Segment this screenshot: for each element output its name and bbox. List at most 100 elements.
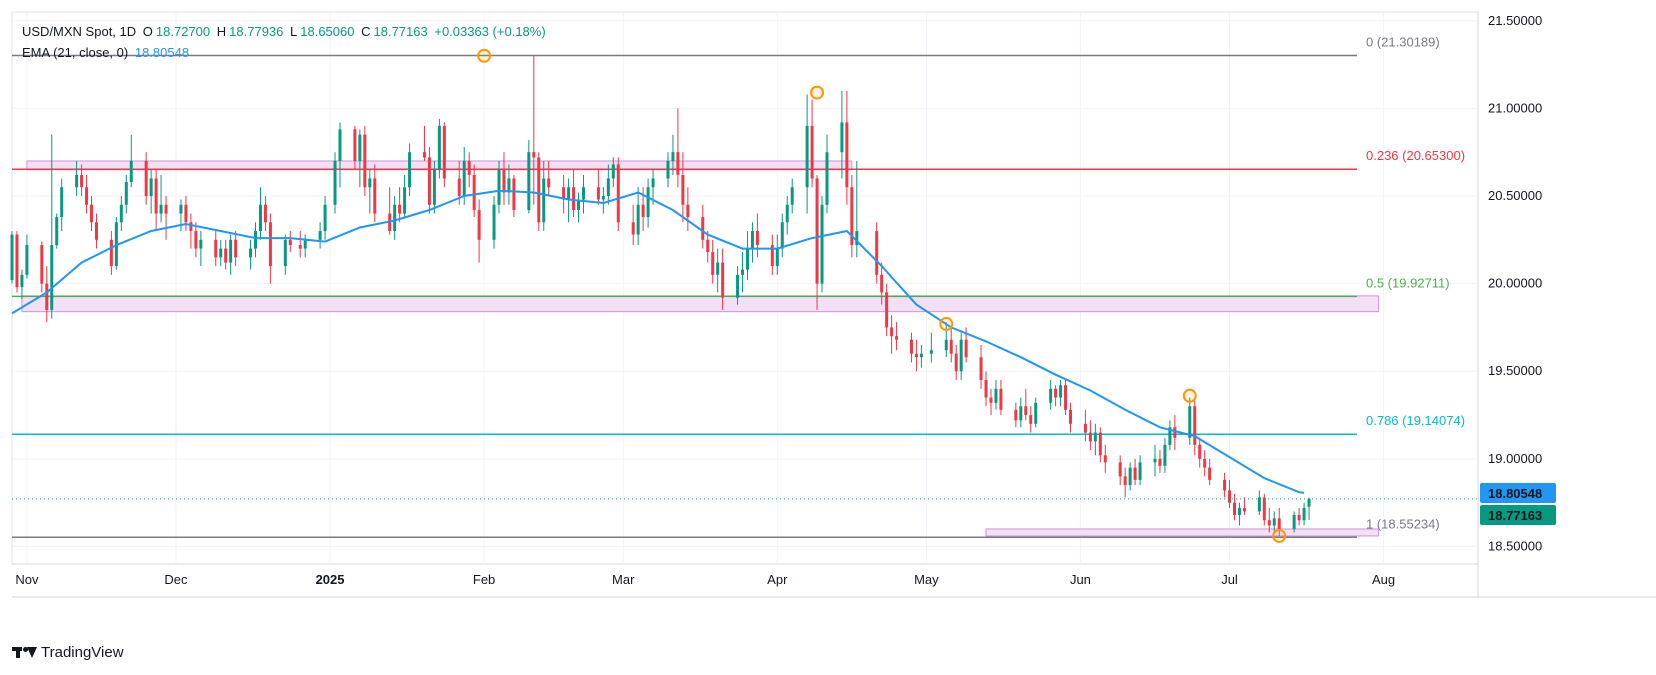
zones: [21, 160, 1380, 537]
candle-body: [45, 283, 49, 310]
y-tick-label: 21.50000: [1488, 13, 1542, 28]
fib-label: 0.236 (20.65300): [1366, 148, 1465, 163]
open-label: O: [142, 24, 153, 39]
price-tag-box: [1480, 504, 1556, 525]
candle-body: [542, 178, 546, 223]
candle-body: [567, 187, 571, 200]
candle-body: [507, 178, 511, 193]
candle-body: [1267, 520, 1271, 526]
candle-body: [1138, 462, 1142, 480]
y-tick-label: 20.50000: [1488, 188, 1542, 203]
candle-body: [636, 204, 640, 235]
candle-body: [60, 187, 64, 218]
candle-body: [298, 245, 302, 249]
x-tick-label: Apr: [767, 572, 788, 587]
ema-legend[interactable]: EMA (21, close, 0) 18.80548: [22, 45, 192, 60]
x-tick-label: Jul: [1221, 572, 1238, 587]
candle-body: [1019, 406, 1023, 421]
candle-body: [875, 231, 879, 275]
candle-body: [368, 178, 372, 188]
candle-body: [1158, 458, 1162, 466]
candle-body: [154, 178, 158, 214]
candle-body: [229, 239, 233, 263]
candle-body: [502, 169, 506, 193]
candle-body: [403, 187, 407, 214]
swing-marker: [1272, 528, 1287, 543]
candle-body: [721, 262, 725, 298]
tradingview-brand[interactable]: TradingView: [12, 644, 124, 661]
swing-marker: [1182, 388, 1197, 403]
candle-body: [268, 222, 272, 267]
candle-body: [989, 397, 993, 403]
swing-marker: [939, 316, 954, 331]
candle-body: [40, 245, 44, 284]
candle-body: [164, 204, 168, 214]
candle-body: [10, 234, 14, 281]
candle-body: [1064, 385, 1068, 410]
candle-body: [363, 134, 367, 188]
symbol-label[interactable]: USD/MXN Spot, 1D: [22, 24, 137, 39]
candle-body: [318, 231, 322, 240]
y-tick-label: 21.00000: [1488, 100, 1542, 115]
candle-body: [512, 178, 516, 211]
candle-body: [124, 181, 128, 205]
candle-body: [20, 274, 24, 288]
candle-body: [214, 239, 218, 258]
candle-body: [90, 204, 94, 223]
y-tick-label: 19.00000: [1488, 451, 1542, 466]
low-label: L: [290, 24, 298, 39]
candle-body: [736, 274, 740, 298]
candle-body: [1083, 423, 1087, 433]
candle-body: [1024, 406, 1028, 416]
candle-body: [1297, 514, 1301, 521]
candle-body: [1153, 458, 1157, 463]
candle-body: [547, 178, 551, 188]
candle-body: [1088, 432, 1092, 442]
candle-body: [929, 350, 933, 354]
candle-body: [949, 339, 953, 354]
candles: [10, 55, 1311, 536]
candle-body: [815, 178, 819, 284]
candle-body: [462, 160, 466, 196]
candle-body: [646, 187, 650, 218]
ohlc-legend: USD/MXN Spot, 1D O 18.72700 H 18.77936 L 18…: [22, 24, 549, 39]
candle-body: [616, 164, 620, 223]
candle-body: [701, 217, 705, 240]
x-tick-label: 2025: [316, 572, 345, 587]
candle-body: [353, 129, 357, 161]
candle-body: [338, 129, 342, 161]
candle-body: [283, 239, 287, 267]
open-value: 18.72700: [155, 24, 211, 39]
candle-body: [850, 187, 854, 246]
candle-body: [333, 160, 337, 205]
candle-body: [398, 204, 402, 214]
candle-body: [825, 152, 829, 205]
candle-body: [159, 204, 163, 214]
candle-body: [432, 169, 436, 205]
candle-body: [393, 204, 397, 232]
high-label: H: [216, 24, 227, 39]
fib-label: 1 (18.55234): [1366, 516, 1440, 531]
candle-body: [785, 204, 789, 223]
close-value: 18.77163: [373, 24, 428, 39]
candle-body: [497, 169, 501, 205]
candle-body: [119, 204, 123, 223]
candle-body: [919, 353, 923, 358]
candle-body: [716, 262, 720, 275]
candle-body: [676, 152, 680, 175]
candle-body: [1123, 476, 1127, 486]
candle-body: [840, 122, 844, 153]
candle-body: [1069, 409, 1073, 424]
candle-body: [581, 187, 585, 200]
candle-body: [681, 174, 685, 205]
change-value: +0.03363 (+0.18%): [434, 24, 546, 39]
candle-body: [895, 336, 899, 340]
x-tick-label: Jun: [1070, 572, 1091, 587]
candle-body: [1133, 467, 1137, 480]
x-tick-label: Dec: [164, 572, 188, 587]
candle-body: [15, 234, 19, 288]
axes: 18.50000 19.00000 19.50000 20.00000 20.50000…: [15, 13, 1556, 587]
candle-body: [775, 248, 779, 267]
candle-body: [964, 339, 968, 358]
